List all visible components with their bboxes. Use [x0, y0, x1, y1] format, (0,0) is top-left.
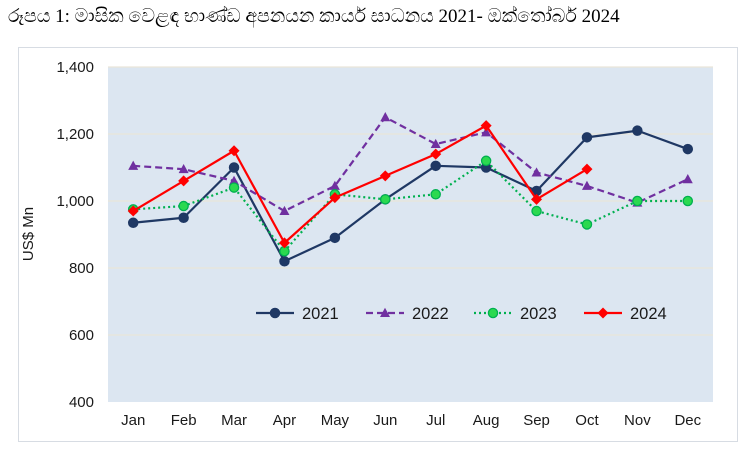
y-axis-tick-label: 1,400 — [56, 59, 94, 76]
data-point-2021-May — [329, 232, 341, 244]
x-axis-tick-label: Mar — [221, 412, 247, 429]
y-axis-tick-label: 400 — [69, 394, 94, 411]
legend-marker-2021 — [269, 307, 281, 319]
data-point-2022-Jul — [430, 138, 441, 149]
data-point-2024-Jul — [430, 148, 442, 160]
data-point-2021-Oct — [581, 132, 593, 143]
legend-label: 2024 — [630, 305, 667, 323]
data-point-2022-Jun — [380, 112, 391, 122]
x-axis-tick-label: Jul — [426, 412, 445, 429]
data-point-2022-Apr — [279, 205, 290, 216]
plot-area — [108, 67, 713, 402]
legend-marker-2024 — [597, 307, 609, 319]
x-axis-tick-label: Jan — [121, 412, 145, 429]
legend-marker-2023 — [487, 307, 499, 319]
data-point-2024-Jan — [127, 205, 139, 217]
monthly-export-performance-chart: 400 600 800 1,000 1,200 1,400 Jan Feb Mar Apr May J… — [20, 59, 713, 429]
data-point-2022-May — [329, 180, 340, 190]
data-point-2022-Jan — [128, 160, 139, 170]
x-axis-tick-label: Apr — [273, 412, 296, 429]
data-point-2023-Nov — [632, 195, 643, 207]
x-axis-tick-label: Feb — [171, 412, 197, 429]
legend-label: 2023 — [520, 305, 557, 323]
data-point-2021-Jan — [127, 217, 139, 229]
data-point-2023-Mar — [228, 182, 240, 193]
x-axis-tick-label: Jun — [373, 412, 397, 429]
data-point-2024-May — [329, 192, 341, 204]
data-point-2024-Apr — [278, 237, 290, 249]
x-axis-tick-label: Sep — [523, 412, 550, 429]
data-point-2023-Dec — [682, 195, 694, 207]
data-point-2022-Sep — [531, 167, 542, 177]
data-point-2022-Dec — [682, 174, 693, 184]
data-point-2024-Sep — [531, 193, 543, 205]
x-axis-tick-label: Aug — [473, 412, 500, 429]
data-point-2023-Aug — [480, 155, 492, 167]
data-point-2024-Mar — [228, 145, 240, 157]
series-line-2024 — [132, 124, 588, 244]
y-axis-tick-label: 800 — [69, 260, 94, 277]
data-point-2024-Oct — [581, 163, 593, 175]
y-axis-tick-label: 1,000 — [56, 193, 94, 210]
x-axis-tick-label: Nov — [624, 412, 651, 429]
data-point-2021-Mar — [228, 162, 240, 173]
x-axis-tick-label: Oct — [575, 412, 599, 429]
legend-label: 2022 — [412, 305, 449, 323]
chart-frame: 400 600 800 1,000 1,200 1,400 Jan Feb Mar Apr May J… — [18, 47, 738, 442]
data-point-2023-Feb — [178, 200, 189, 212]
data-point-2021-Nov — [632, 125, 643, 136]
y-axis-title: US$ Mn — [20, 207, 37, 261]
legend-item-2022: 2022 — [366, 305, 449, 323]
data-point-2024-Jun — [379, 170, 391, 182]
y-axis-tick-label: 600 — [69, 327, 94, 344]
legend-item-2023: 2023 — [474, 305, 557, 323]
data-point-2021-Feb — [178, 212, 189, 223]
figure-title: රූපය 1: මාසික වෙළඳ භාණ්ඩ අපනයන කාර්ය සාධ… — [8, 6, 620, 27]
x-axis-tick-label: May — [321, 412, 350, 429]
series-line-2023 — [133, 159, 688, 253]
x-axis-tick-label: Dec — [674, 412, 701, 429]
data-point-2024-Aug — [480, 120, 492, 132]
data-point-2023-Sep — [531, 205, 542, 217]
data-point-2021-Apr — [279, 256, 290, 267]
data-point-2022-Mar — [229, 175, 240, 185]
data-point-2022-Aug — [481, 127, 492, 137]
data-point-2021-Jul — [430, 160, 441, 172]
data-point-2024-Feb — [178, 175, 190, 187]
data-point-2022-Feb — [178, 163, 189, 174]
data-point-2021-Dec — [682, 143, 694, 155]
series-line-2022 — [133, 116, 689, 213]
data-point-2023-Oct — [581, 219, 593, 230]
series-line-2021 — [133, 129, 689, 263]
legend-label: 2021 — [302, 305, 339, 323]
legend-marker-2022 — [380, 307, 390, 317]
data-point-2023-Jun — [380, 194, 391, 205]
data-point-2023-Jul — [430, 189, 441, 200]
data-point-2022-Oct — [581, 180, 592, 190]
y-axis-tick-label: 1,200 — [56, 126, 94, 143]
